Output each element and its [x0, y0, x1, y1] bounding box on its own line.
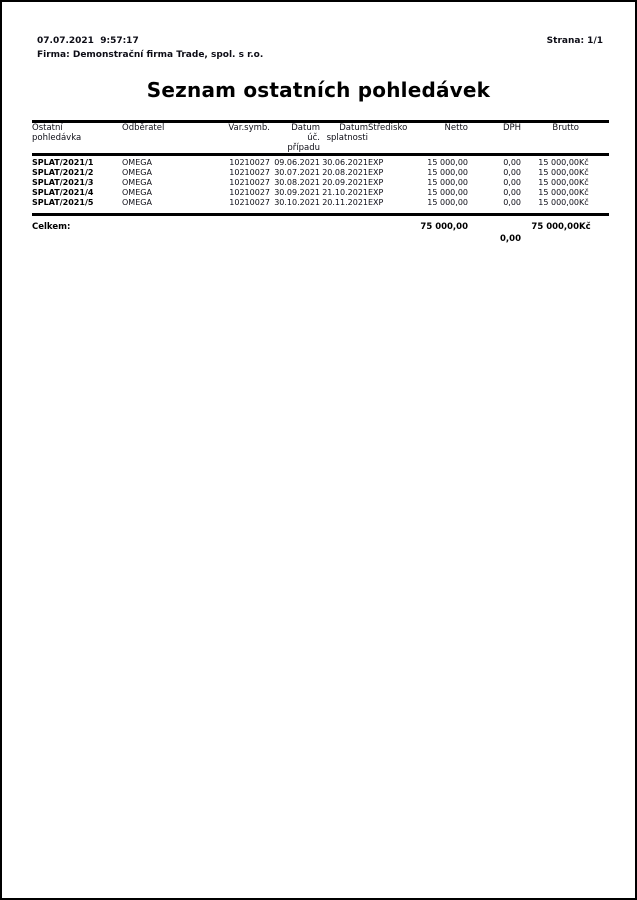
totals-dph: 0,00 — [500, 234, 521, 244]
cell-cost-center: EXP — [368, 158, 384, 167]
cell-brutto: 15 000,00 — [538, 188, 579, 197]
cell-accounting-date: 30.07.2021 — [274, 168, 320, 177]
col-header-brutto: Brutto — [521, 120, 579, 156]
cell-var-symb: 10210027 — [229, 168, 270, 177]
col-header-line: úč. — [307, 133, 320, 143]
col-header-line: Var.symb. — [228, 123, 270, 133]
cell-netto: 15 000,00 — [427, 188, 468, 197]
cell-cost-center: EXP — [368, 178, 384, 187]
company-line: Firma: Demonstrační firma Trade, spol. s… — [37, 50, 264, 60]
cell-netto: 15 000,00 — [427, 198, 468, 207]
cell-customer: OMEGA — [122, 168, 152, 177]
col-header-odberatel: Odběratel — [122, 120, 222, 156]
cell-customer: OMEGA — [122, 158, 152, 167]
col-header-dph: DPH — [468, 120, 521, 156]
totals-dph-row: 0,00 — [32, 232, 609, 244]
totals-row: Celkem: 75 000,00 75 000,00 Kč — [32, 213, 609, 232]
cell-dph: 0,00 — [503, 168, 521, 177]
totals-spacer — [521, 232, 609, 244]
cell-var-symb: 10210027 — [229, 158, 270, 167]
receivables-table: Ostatní pohledávka Odběratel Var.symb. D… — [32, 120, 609, 244]
col-header-currency — [579, 120, 609, 156]
col-header-line: pohledávka — [32, 133, 82, 143]
cell-doc-number: SPLAT/2021/4 — [32, 188, 94, 197]
cell-dph: 0,00 — [503, 198, 521, 207]
col-header-var-symb: Var.symb. — [222, 120, 270, 156]
print-timestamp: 07.07.2021 9:57:17 — [37, 36, 139, 46]
cell-var-symb: 10210027 — [229, 178, 270, 187]
col-header-line: Středisko — [368, 123, 408, 133]
cell-netto: 15 000,00 — [427, 178, 468, 187]
print-header: 07.07.2021 9:57:17 Strana: 1/1 — [37, 36, 603, 46]
cell-dph: 0,00 — [503, 158, 521, 167]
totals-currency: Kč — [579, 213, 609, 232]
cell-var-symb: 10210027 — [229, 198, 270, 207]
cell-netto: 15 000,00 — [427, 168, 468, 177]
cell-cost-center: EXP — [368, 198, 384, 207]
cell-doc-number: SPLAT/2021/5 — [32, 198, 94, 207]
cell-customer: OMEGA — [122, 198, 152, 207]
table-header: Ostatní pohledávka Odběratel Var.symb. D… — [32, 120, 609, 156]
cell-currency: Kč — [579, 188, 589, 197]
cell-accounting-date: 30.10.2021 — [274, 198, 320, 207]
table-row: SPLAT/2021/1 OMEGA 10210027 09.06.2021 3… — [32, 155, 609, 169]
cell-doc-number: SPLAT/2021/3 — [32, 178, 94, 187]
cell-accounting-date: 09.06.2021 — [274, 158, 320, 167]
cell-due-date: 20.11.2021 — [322, 198, 368, 207]
cell-doc-number: SPLAT/2021/1 — [32, 158, 94, 167]
cell-due-date: 20.08.2021 — [322, 168, 368, 177]
col-header-line: Datum — [291, 123, 320, 133]
col-header-line: Brutto — [552, 123, 579, 133]
cell-accounting-date: 30.09.2021 — [274, 188, 320, 197]
cell-currency: Kč — [579, 198, 589, 207]
col-header-line: splatnosti — [326, 133, 368, 143]
cell-due-date: 30.06.2021 — [322, 158, 368, 167]
totals-label: Celkem: — [32, 213, 410, 232]
cell-currency: Kč — [579, 158, 589, 167]
page-number: Strana: 1/1 — [546, 36, 603, 46]
cell-dph: 0,00 — [503, 188, 521, 197]
totals-spacer — [32, 232, 468, 244]
cell-brutto: 15 000,00 — [538, 168, 579, 177]
totals-dph-empty — [468, 213, 521, 232]
cell-brutto: 15 000,00 — [538, 198, 579, 207]
cell-currency: Kč — [579, 178, 589, 187]
col-header-datum-uc-pripadu: Datum úč. případu — [270, 120, 320, 156]
table-body: SPLAT/2021/1 OMEGA 10210027 09.06.2021 3… — [32, 155, 609, 215]
col-header-netto: Netto — [410, 120, 468, 156]
cell-due-date: 21.10.2021 — [322, 188, 368, 197]
col-header-line: Ostatní — [32, 123, 63, 133]
col-header-line: Datum — [339, 123, 368, 133]
table-row: SPLAT/2021/3 OMEGA 10210027 30.08.2021 2… — [32, 178, 609, 188]
col-header-ostatni-pohledavka: Ostatní pohledávka — [32, 120, 122, 156]
col-header-stredisko: Středisko — [368, 120, 410, 156]
table-row: SPLAT/2021/4 OMEGA 10210027 30.09.2021 2… — [32, 188, 609, 198]
col-header-line: Netto — [444, 123, 468, 133]
table-row: SPLAT/2021/2 OMEGA 10210027 30.07.2021 2… — [32, 168, 609, 178]
col-header-line: DPH — [502, 123, 521, 133]
cell-accounting-date: 30.08.2021 — [274, 178, 320, 187]
col-header-line: Odběratel — [122, 123, 165, 133]
cell-cost-center: EXP — [368, 188, 384, 197]
cell-customer: OMEGA — [122, 188, 152, 197]
cell-dph: 0,00 — [503, 178, 521, 187]
col-header-datum-splatnosti: Datum splatnosti — [320, 120, 368, 156]
col-header-line: případu — [287, 143, 320, 153]
cell-brutto: 15 000,00 — [538, 178, 579, 187]
header-row: Ostatní pohledávka Odběratel Var.symb. D… — [32, 120, 609, 156]
cell-currency: Kč — [579, 168, 589, 177]
totals-brutto: 75 000,00 — [521, 213, 579, 232]
cell-var-symb: 10210027 — [229, 188, 270, 197]
cell-netto: 15 000,00 — [427, 158, 468, 167]
cell-doc-number: SPLAT/2021/2 — [32, 168, 94, 177]
cell-customer: OMEGA — [122, 178, 152, 187]
totals-netto: 75 000,00 — [410, 213, 468, 232]
cell-due-date: 20.09.2021 — [322, 178, 368, 187]
report-title: Seznam ostatních pohledávek — [146, 78, 491, 102]
cell-cost-center: EXP — [368, 168, 384, 177]
table-row: SPLAT/2021/5 OMEGA 10210027 30.10.2021 2… — [32, 198, 609, 215]
cell-brutto: 15 000,00 — [538, 158, 579, 167]
table-totals: Celkem: 75 000,00 75 000,00 Kč 0,00 — [32, 213, 609, 244]
